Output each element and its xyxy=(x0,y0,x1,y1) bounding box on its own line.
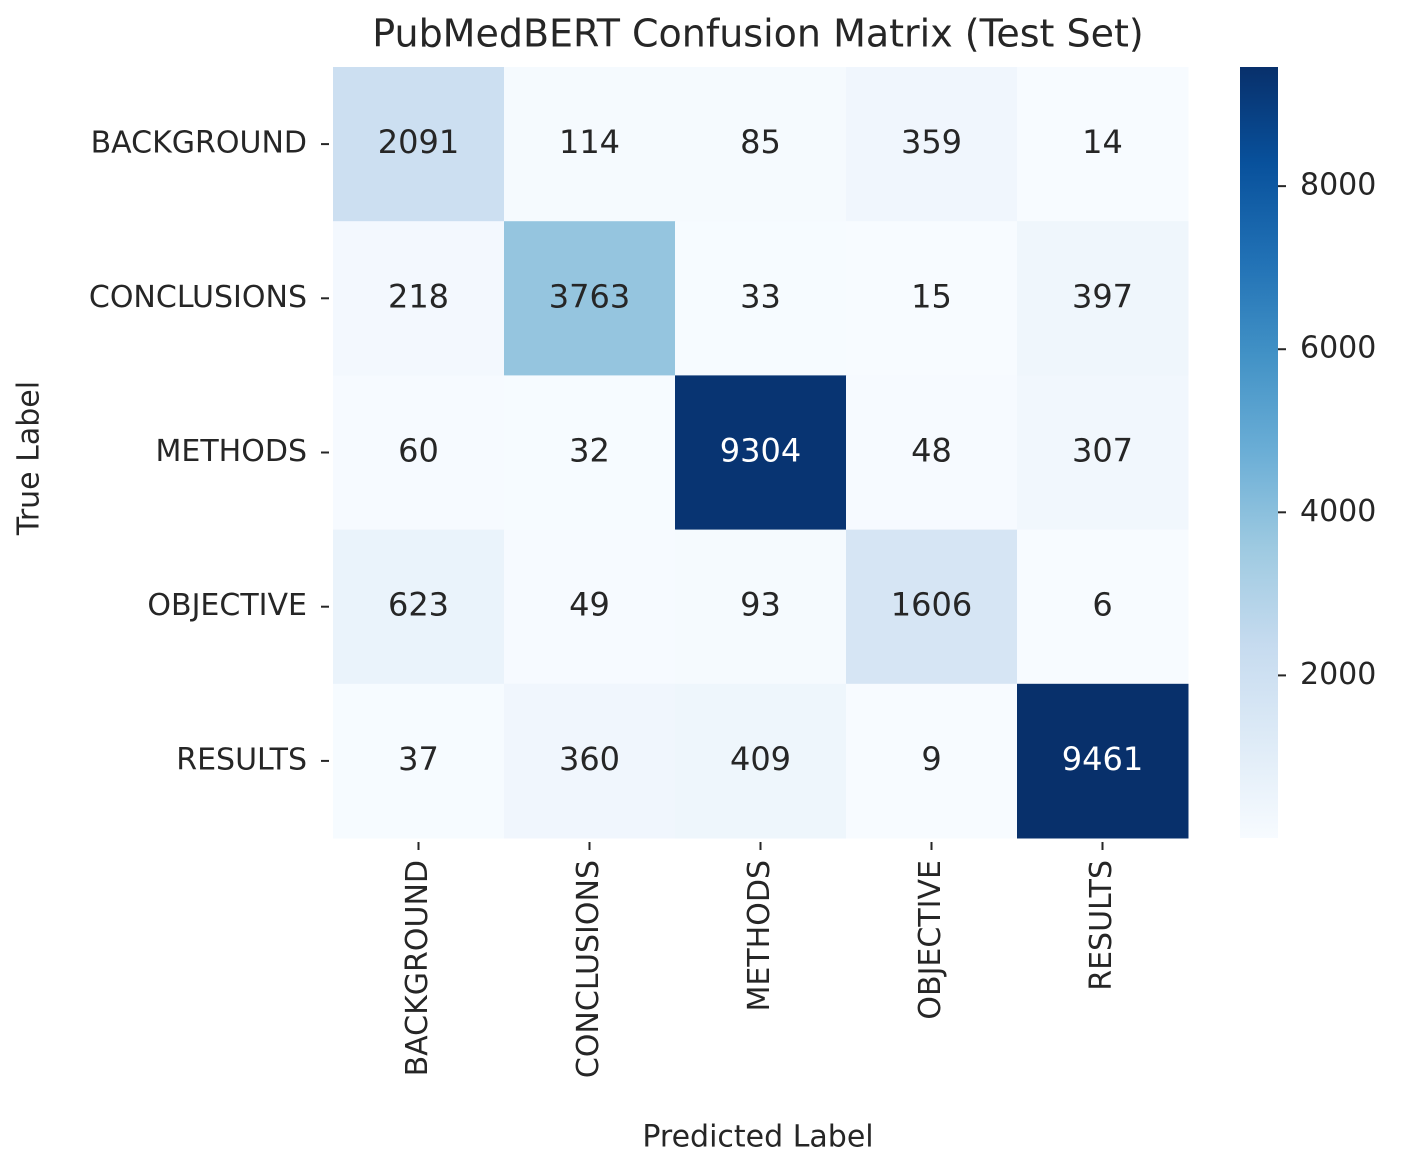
cell-value-label: 397 xyxy=(1072,277,1133,315)
heatmap-cell xyxy=(846,375,1018,531)
heatmap-cell xyxy=(1017,529,1189,685)
cell-value-label: 9304 xyxy=(720,432,801,470)
cell-value-label: 218 xyxy=(388,277,449,315)
heatmap-cell xyxy=(675,683,847,839)
y-tick-label: RESULTS xyxy=(176,742,307,777)
cell-value-label: 359 xyxy=(901,123,962,161)
cell-value-label: 32 xyxy=(569,432,610,470)
heatmap-cell xyxy=(333,67,505,222)
x-axis-label: Predicted Label xyxy=(642,1120,873,1155)
cell-value-label: 37 xyxy=(398,740,439,778)
colorbar-tick-label: 8000 xyxy=(1300,168,1376,203)
cell-value-label: 360 xyxy=(559,740,620,778)
colorbar-tick-label: 4000 xyxy=(1300,494,1376,529)
heatmap-cell xyxy=(846,67,1018,222)
heatmap-cell xyxy=(333,683,505,839)
cell-value-label: 6 xyxy=(1092,586,1112,624)
heatmap-cell xyxy=(504,529,676,685)
x-tick-label: RESULTS xyxy=(1084,860,1119,991)
cell-value-label: 49 xyxy=(569,586,610,624)
heatmap-cell xyxy=(1017,221,1189,376)
heatmap-cell xyxy=(504,67,676,222)
cell-value-label: 114 xyxy=(559,123,620,161)
cell-value-label: 1606 xyxy=(891,586,972,624)
heatmap-cell xyxy=(675,221,847,376)
heatmap-cell xyxy=(846,221,1018,376)
x-tick-label: OBJECTIVE xyxy=(913,860,948,1020)
cell-value-label: 60 xyxy=(398,432,439,470)
chart-title: PubMedBERT Confusion Matrix (Test Set) xyxy=(372,12,1144,56)
heatmap-cell xyxy=(1017,375,1189,531)
heatmap-cell xyxy=(504,375,676,531)
y-axis-label: True Label xyxy=(12,381,47,536)
cell-value-label: 15 xyxy=(911,277,952,315)
x-tick-label: BACKGROUND xyxy=(400,860,435,1076)
cell-value-label: 33 xyxy=(740,277,781,315)
heatmap-cell xyxy=(675,375,847,531)
y-tick-label: METHODS xyxy=(156,434,307,469)
heatmap-cell xyxy=(846,683,1018,839)
cell-value-label: 623 xyxy=(388,586,449,624)
heatmap-cell xyxy=(1017,683,1189,839)
cell-value-label: 9 xyxy=(921,740,941,778)
heatmap-cell xyxy=(675,529,847,685)
heatmap-cell xyxy=(1017,67,1189,222)
x-tick-label: CONCLUSIONS xyxy=(571,860,606,1078)
colorbar xyxy=(1240,67,1278,838)
y-tick-label: OBJECTIVE xyxy=(147,588,307,623)
heatmap-cell xyxy=(504,683,676,839)
heatmap-cell xyxy=(504,221,676,376)
cell-value-label: 3763 xyxy=(549,277,630,315)
cell-value-label: 409 xyxy=(730,740,791,778)
colorbar-tick-label: 6000 xyxy=(1300,331,1376,366)
cell-value-label: 307 xyxy=(1072,432,1133,470)
heatmap-cell xyxy=(333,221,505,376)
cell-value-label: 48 xyxy=(911,432,952,470)
y-tick-label: CONCLUSIONS xyxy=(89,280,307,315)
heatmap-cell xyxy=(333,375,505,531)
cell-value-label: 14 xyxy=(1082,123,1123,161)
cell-value-label: 9461 xyxy=(1062,740,1143,778)
cell-value-label: 93 xyxy=(740,586,781,624)
heatmap-cell xyxy=(333,529,505,685)
heatmap-cell xyxy=(846,529,1018,685)
cell-value-label: 2091 xyxy=(378,123,459,161)
y-tick-label: BACKGROUND xyxy=(91,126,307,161)
heatmap-cell xyxy=(675,67,847,222)
x-tick-label: METHODS xyxy=(742,860,777,1011)
colorbar-tick-label: 2000 xyxy=(1300,657,1376,692)
cell-value-label: 85 xyxy=(740,123,781,161)
